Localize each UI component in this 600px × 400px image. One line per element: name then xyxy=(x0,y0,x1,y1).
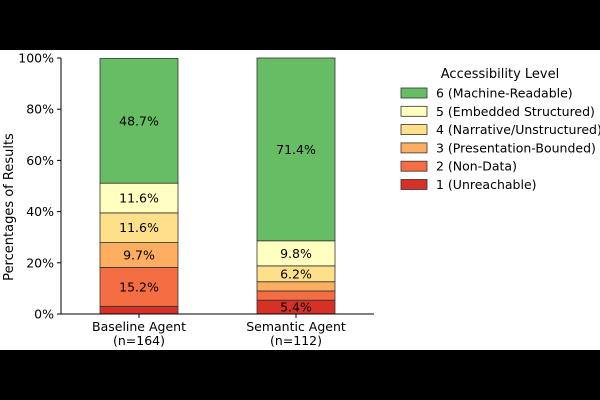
legend-swatch xyxy=(400,160,428,172)
bar-segment xyxy=(99,182,179,214)
bar-segment xyxy=(256,290,336,301)
y-tick-label: 100% xyxy=(18,51,54,66)
chart-canvas: 15.2% 9.7% 11.6% 11.6% 48.7% 5.4% 6.2% 9.8% 71.4… xyxy=(0,50,600,350)
bar-segment xyxy=(256,57,336,242)
bars-group: 15.2% 9.7% 11.6% 11.6% 48.7% 5.4% 6.2% 9.8% 71.4… xyxy=(99,57,336,315)
x-tick-label: Semantic Agent (n=112) xyxy=(246,319,346,348)
legend-swatch xyxy=(400,105,428,117)
y-tick-label: 0% xyxy=(34,307,54,322)
y-tick-label: 20% xyxy=(26,255,54,270)
data-label: 11.6% xyxy=(119,191,159,206)
legend-label: 4 (Narrative/Unstructured) xyxy=(436,122,600,137)
legend-title: Accessibility Level xyxy=(441,67,559,82)
y-tick-label: 60% xyxy=(26,153,54,168)
x-tick-label: Baseline Agent (n=164) xyxy=(92,319,186,348)
legend-label: 1 (Unreachable) xyxy=(436,177,537,192)
axes-group: 0% 20% 40% 60% 80% 100% Baseline Agent (n=164) S… xyxy=(18,51,374,348)
bar-segment xyxy=(99,58,179,184)
y-tick-label: 80% xyxy=(26,102,54,117)
bar-segment xyxy=(256,281,336,292)
data-label: 48.7% xyxy=(119,113,159,128)
legend-swatch xyxy=(400,179,428,190)
legend-swatch xyxy=(400,124,428,135)
legend-swatch xyxy=(400,142,428,154)
stacked-bar-chart: 15.2% 9.7% 11.6% 11.6% 48.7% 5.4% 6.2% 9.8% 71.4… xyxy=(2,51,600,349)
legend-label: 3 (Presentation-Bounded) xyxy=(436,140,596,155)
bar-segment xyxy=(99,242,179,268)
data-label: 15.2% xyxy=(119,279,159,294)
bar-segment xyxy=(99,305,179,315)
data-label: 9.7% xyxy=(123,247,155,262)
data-label: 5.4% xyxy=(280,300,312,315)
legend-swatch xyxy=(400,87,428,99)
bar-segment xyxy=(99,267,179,307)
y-axis-label: Percentages of Results xyxy=(2,133,17,281)
data-label: 71.4% xyxy=(276,142,316,157)
legend-label: 2 (Non-Data) xyxy=(436,159,517,174)
data-label: 11.6% xyxy=(119,220,159,235)
legend: Accessibility Level 6 (Machine-Readable)… xyxy=(400,67,600,192)
legend-label: 5 (Embedded Structured) xyxy=(436,104,595,119)
data-label: 6.2% xyxy=(280,266,312,281)
y-tick-label: 40% xyxy=(26,204,54,219)
data-label: 9.8% xyxy=(280,246,312,261)
bar-segment xyxy=(256,240,336,267)
legend-label: 6 (Machine-Readable) xyxy=(436,86,573,101)
